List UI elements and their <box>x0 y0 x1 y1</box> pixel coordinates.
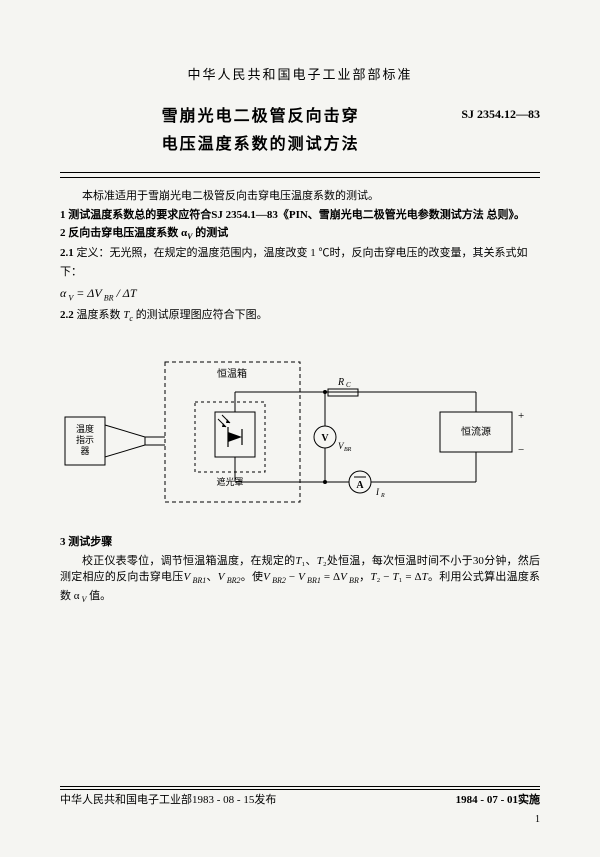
temp-ind-l3: 器 <box>80 446 89 456</box>
title-line-2: 电压温度系数的测试方法 <box>60 131 461 160</box>
section-2-2: 2.2 温度系数 Tc 的测试原理图应符合下图。 <box>60 307 540 325</box>
footer-publish: 中华人民共和国电子工业部1983 - 08 - 15发布 <box>60 792 276 809</box>
divider-top-2 <box>60 177 540 178</box>
page-number: 1 <box>60 812 540 827</box>
temp-ind-l2: 指示 <box>76 434 94 445</box>
footer-row: 中华人民共和国电子工业部1983 - 08 - 15发布 1984 - 07 -… <box>60 792 540 809</box>
section-3-body: 校正仪表零位，调节恒温箱温度，在规定的T₁、T₂处恒温，每次恒温时间不小于30分… <box>60 553 540 606</box>
formula: α V = ΔV BR / ΔT <box>60 284 540 304</box>
divider-top-1 <box>60 172 540 173</box>
rc-label: R <box>337 377 344 388</box>
thermostat-label: 恒温箱 <box>217 367 247 380</box>
section-1: 1 测试温度系数总的要求应符合SJ 2354.1—83《PIN、雪崩光电二极管光… <box>60 207 540 224</box>
footer: 中华人民共和国电子工业部1983 - 08 - 15发布 1984 - 07 -… <box>60 786 540 828</box>
footer-rule-1 <box>60 786 540 787</box>
standard-code: SJ 2354.12—83 <box>461 105 540 123</box>
section-1-text: 1 测试温度系数总的要求应符合SJ 2354.1—83《PIN、雪崩光电二极管光… <box>60 209 525 221</box>
rc-sub: C <box>346 381 351 389</box>
footer-rule-2 <box>60 789 540 790</box>
svg-text:+: + <box>518 410 524 422</box>
v-meter: V <box>321 433 329 444</box>
circuit-diagram: 温度 指示 器 恒温箱 遮光罩 R C V <box>60 337 540 523</box>
section-2-1-b: 下： <box>60 264 540 281</box>
section-2: 2 反向击穿电压温度系数 αV 的测试 <box>60 225 540 243</box>
circuit-svg: 温度 指示 器 恒温箱 遮光罩 R C V <box>60 337 540 517</box>
title-row: 雪崩光电二极管反向击穿 电压温度系数的测试方法 SJ 2354.12—83 <box>60 103 540 161</box>
section-3-block: 3 测试步骤 校正仪表零位，调节恒温箱温度，在规定的T₁、T₂处恒温，每次恒温时… <box>60 534 540 605</box>
ir-label: I <box>375 487 380 497</box>
section-2-1-a: 2.1 定义：无光照，在规定的温度范围内，温度改变 1 ℃时，反向击穿电压的改变… <box>60 245 540 262</box>
vbr-sub: BR <box>344 447 352 453</box>
section-2-tail: 的测试 <box>192 227 228 239</box>
ir-sub: R <box>380 493 385 499</box>
title-line-1: 雪崩光电二极管反向击穿 <box>60 103 461 132</box>
intro-paragraph: 本标准适用于雪崩光电二极管反向击穿电压温度系数的测试。 <box>60 188 540 205</box>
current-source-label: 恒流源 <box>461 425 491 438</box>
section-2-text: 2 反向击穿电压温度系数 α <box>60 227 187 239</box>
body: 本标准适用于雪崩光电二极管反向击穿电压温度系数的测试。 1 测试温度系数总的要求… <box>60 188 540 325</box>
footer-effective: 1984 - 07 - 01实施 <box>456 792 540 809</box>
temp-ind-l1: 温度 <box>76 423 94 434</box>
title-block: 雪崩光电二极管反向击穿 电压温度系数的测试方法 <box>60 103 461 161</box>
section-3-head: 3 测试步骤 <box>60 534 540 551</box>
svg-text:−: − <box>518 444 524 456</box>
a-meter: A <box>356 480 364 491</box>
publisher-header: 中华人民共和国电子工业部部标准 <box>60 65 540 85</box>
